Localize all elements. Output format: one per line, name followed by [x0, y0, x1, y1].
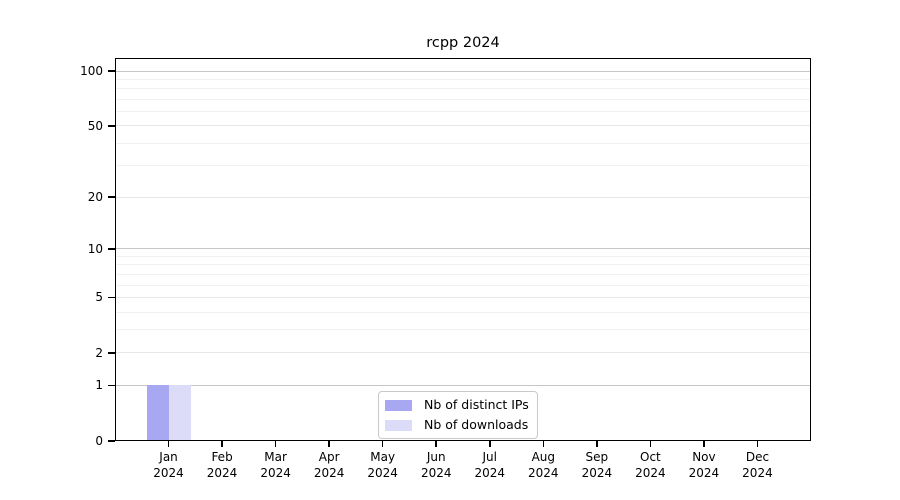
y-axis-tick-label: 100: [80, 64, 103, 79]
chart-title: rcpp 2024: [426, 35, 500, 51]
y-axis-tick-label: 10: [87, 241, 103, 256]
legend-label-distinct-ips: Nb of distinct IPs: [424, 397, 529, 412]
gridline-minor: [115, 311, 811, 313]
gridline-minor: [115, 78, 811, 80]
x-axis-tick: [381, 441, 384, 447]
x-axis-tick-label: Sep 2024: [581, 450, 613, 480]
y-axis-tick: [108, 248, 115, 250]
legend: Nb of distinct IPs Nb of downloads: [378, 391, 538, 439]
x-axis-tick-label: Jul 2024: [474, 450, 506, 480]
x-axis-tick-label: Nov 2024: [688, 450, 720, 480]
x-axis-tick-label: Jan 2024: [153, 450, 184, 480]
legend-swatch-downloads: [385, 419, 412, 431]
x-axis-tick: [542, 441, 545, 447]
gridline-minor: [115, 273, 811, 275]
x-axis-tick-label: Mar 2024: [260, 450, 291, 480]
x-axis-tick: [274, 441, 277, 447]
y-axis-tick: [108, 196, 115, 198]
x-axis-tick: [221, 441, 223, 447]
legend-swatch-distinct-ips: [385, 399, 412, 411]
x-axis-tick: [328, 441, 330, 447]
x-axis-tick-label: May 2024: [367, 450, 398, 480]
y-axis-tick-label: 0: [95, 434, 103, 448]
x-axis-tick: [703, 441, 705, 447]
x-axis-tick: [435, 441, 438, 447]
y-axis-tick-label: 1: [95, 378, 103, 393]
gridline-minor: [115, 88, 811, 90]
x-axis-tick-label: Oct 2024: [635, 450, 666, 480]
x-axis-tick: [649, 441, 652, 447]
gridline-minor: [115, 111, 811, 113]
y-axis-tick-label: 20: [87, 190, 103, 204]
bar-downloads: [168, 385, 191, 441]
x-axis-tick-label: Apr 2024: [313, 450, 345, 480]
y-axis-tick: [108, 296, 115, 299]
gridline-minor: [115, 255, 811, 257]
bar-distinct-ips: [146, 385, 169, 441]
plot-area: [115, 58, 811, 441]
gridline-major: [115, 384, 811, 386]
x-axis-tick: [488, 441, 491, 447]
x-axis-tick-label: Aug 2024: [528, 450, 559, 480]
gridline-minor: [115, 142, 811, 144]
gridline-minor: [115, 165, 811, 167]
gridline-mid: [115, 196, 811, 198]
x-axis-tick-label: Jun 2024: [420, 450, 452, 480]
y-axis-tick-label: 50: [87, 118, 103, 133]
legend-item-distinct-ips: Nb of distinct IPs: [385, 398, 529, 412]
x-axis-tick-label: Dec 2024: [742, 450, 773, 480]
y-axis-tick: [108, 440, 115, 442]
gridline-minor: [115, 284, 811, 286]
y-axis-tick: [108, 384, 115, 387]
gridline-major: [115, 70, 811, 72]
gridline-minor: [115, 329, 811, 331]
x-axis-tick: [596, 441, 598, 447]
gridline-mid: [115, 296, 811, 298]
gridline-minor: [115, 98, 811, 100]
x-axis-tick: [756, 441, 759, 447]
y-axis-tick-label: 5: [95, 290, 103, 305]
legend-label-downloads: Nb of downloads: [424, 417, 529, 432]
x-axis-tick: [167, 441, 170, 447]
y-axis-tick: [108, 352, 115, 354]
legend-item-downloads: Nb of downloads: [385, 418, 529, 432]
gridline-mid: [115, 125, 811, 127]
gridline-major: [115, 248, 811, 250]
y-axis-tick: [108, 70, 115, 72]
gridline-mid: [115, 352, 811, 354]
x-axis-tick-label: Feb 2024: [206, 450, 238, 480]
gridline-minor: [115, 264, 811, 266]
y-axis-tick-label: 2: [95, 345, 103, 360]
y-axis-tick: [108, 125, 115, 127]
